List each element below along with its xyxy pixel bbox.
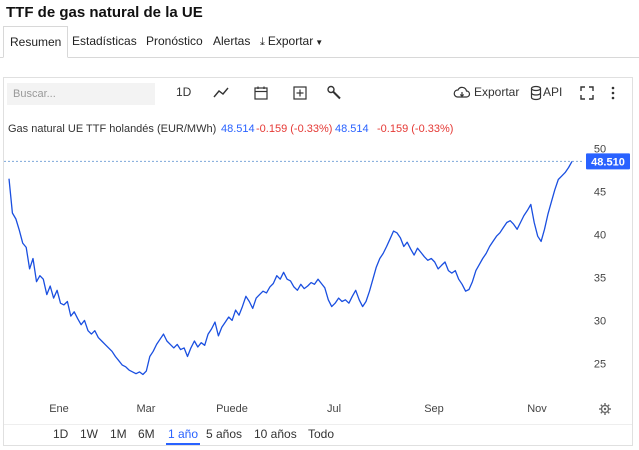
range-1y[interactable]: 1 año: [166, 427, 201, 445]
tab-pronostico[interactable]: Pronóstico: [146, 34, 203, 48]
fullscreen-icon[interactable]: [578, 84, 596, 102]
chart-toolbar: 1D Exportar API: [4, 78, 632, 112]
interval-selector[interactable]: 1D: [176, 85, 192, 99]
tab-estadisticas[interactable]: Estadísticas: [72, 34, 137, 48]
legend-change-2: -0.159 (-0.33%): [377, 123, 453, 135]
x-tick-label: Puede: [216, 403, 248, 415]
tab-exportar[interactable]: ⤓ Exportar ▼: [260, 26, 323, 57]
cloud-download-icon[interactable]: [453, 84, 471, 102]
legend-value-2: 48.514: [335, 123, 369, 135]
y-tick-label: 45: [594, 187, 606, 199]
y-tick-label: 35: [594, 272, 606, 284]
x-tick-label: Ene: [49, 403, 69, 415]
range-5y[interactable]: 5 años: [206, 427, 243, 441]
tab-resumen[interactable]: Resumen: [3, 26, 69, 58]
last-price-label: 48.510: [591, 156, 625, 168]
more-options-icon[interactable]: [604, 84, 622, 102]
range-divider: [4, 424, 632, 425]
legend-value: 48.514: [221, 123, 255, 135]
chart-type-icon[interactable]: [212, 84, 230, 102]
page-title: TTF de gas natural de la UE: [6, 4, 203, 21]
price-chart[interactable]: Gas natural UE TTF holandés (EUR/MWh) 48…: [4, 112, 632, 424]
wrench-icon[interactable]: [325, 84, 343, 102]
range-1m[interactable]: 1M: [110, 427, 127, 441]
last-price-tag: [586, 153, 630, 170]
range-1d[interactable]: 1D: [53, 427, 69, 441]
y-tick-label: 50: [594, 144, 606, 156]
x-tick-label: Mar: [137, 403, 156, 415]
y-tick-label: 40: [594, 229, 606, 241]
tab-alertas[interactable]: Alertas: [213, 34, 251, 48]
search-input[interactable]: [7, 83, 155, 105]
export-button[interactable]: Exportar: [474, 85, 520, 99]
calendar-icon[interactable]: [252, 84, 270, 102]
range-10y[interactable]: 10 años: [254, 427, 297, 441]
download-icon: ⤓: [260, 36, 265, 48]
y-tick-label: 25: [594, 358, 606, 370]
x-tick-label: Jul: [327, 403, 341, 415]
x-tick-label: Nov: [527, 403, 547, 415]
x-axis: Ene Mar Puede Jul Sep Nov: [49, 403, 547, 415]
range-6m[interactable]: 6M: [138, 427, 155, 441]
range-1w[interactable]: 1W: [80, 427, 98, 441]
tab-bar: Resumen Estadísticas Pronóstico Alertas …: [0, 26, 639, 58]
tab-exportar-label: Exportar: [267, 34, 314, 48]
y-axis: 25 30 35 40 45 50: [594, 144, 606, 371]
series-line: [8, 161, 573, 376]
y-tick-label: 30: [594, 315, 606, 327]
range-selector: 1D 1W 1M 6M 1 año 5 años 10 años Todo: [4, 424, 632, 446]
legend-series-name: Gas natural UE TTF holandés (EUR/MWh): [8, 123, 216, 135]
chevron-down-icon: ▼: [315, 38, 324, 47]
legend-change: -0.159 (-0.33%): [256, 123, 332, 135]
x-tick-label: Sep: [424, 403, 444, 415]
chart-panel: 1D Exportar API: [3, 77, 633, 446]
api-button[interactable]: API: [543, 85, 563, 99]
settings-icon[interactable]: [599, 403, 611, 415]
database-icon: [530, 85, 542, 101]
add-indicator-icon[interactable]: [291, 84, 309, 102]
range-all[interactable]: Todo: [308, 427, 335, 441]
